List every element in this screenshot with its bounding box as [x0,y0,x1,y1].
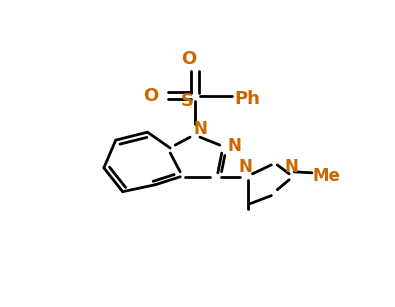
Text: N: N [193,120,207,138]
Text: S: S [181,92,194,111]
Text: O: O [181,50,197,68]
Text: N: N [239,158,252,176]
Text: N: N [228,137,242,155]
Text: Ph: Ph [235,90,260,107]
Text: O: O [143,87,158,104]
Text: N: N [284,158,298,176]
Text: Me: Me [313,167,341,185]
